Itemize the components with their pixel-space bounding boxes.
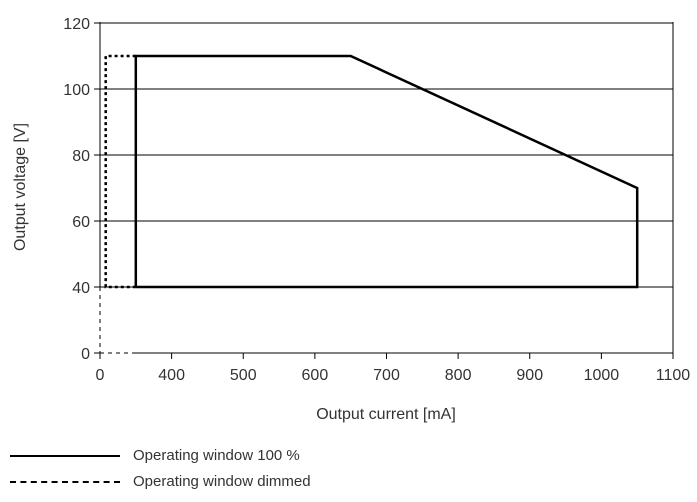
legend-label-dimmed: Operating window dimmed [133, 473, 311, 490]
legend: Operating window 100 % Operating window … [10, 446, 410, 502]
series-line-0 [134, 54, 639, 289]
series [104, 54, 639, 289]
x-tick-label-600: 600 [302, 367, 329, 384]
y-tick-label-0: 0 [81, 346, 90, 363]
x-tick-label-900: 900 [516, 367, 543, 384]
x-axis-label: Output current [mA] [316, 406, 456, 423]
y-tick-label-100: 100 [63, 82, 90, 99]
x-tick-label-1100: 1100 [656, 367, 691, 384]
x-tick-label-0: 0 [96, 367, 105, 384]
y-tick-label-60: 60 [72, 214, 90, 231]
legend-swatch-dotted [10, 481, 120, 483]
series-line-1 [104, 54, 136, 289]
legend-label-100: Operating window 100 % [133, 447, 300, 464]
x-tick-label-500: 500 [230, 367, 257, 384]
x-tick-label-400: 400 [158, 367, 185, 384]
x-tick-label-700: 700 [373, 367, 400, 384]
y-tick-label-40: 40 [72, 280, 90, 297]
x-tick-label-800: 800 [445, 367, 472, 384]
grid [100, 22, 673, 288]
y-tick-label-120: 120 [63, 16, 90, 33]
legend-swatch-solid [10, 455, 120, 457]
y-axis-label: Output voltage [V] [12, 123, 29, 251]
ticks: 0 40 60 80 100 120 0 400 500 600 700 800 900 1000 1100 [63, 16, 690, 384]
x-tick-label-1000: 1000 [584, 367, 620, 384]
y-tick-label-80: 80 [72, 148, 90, 165]
